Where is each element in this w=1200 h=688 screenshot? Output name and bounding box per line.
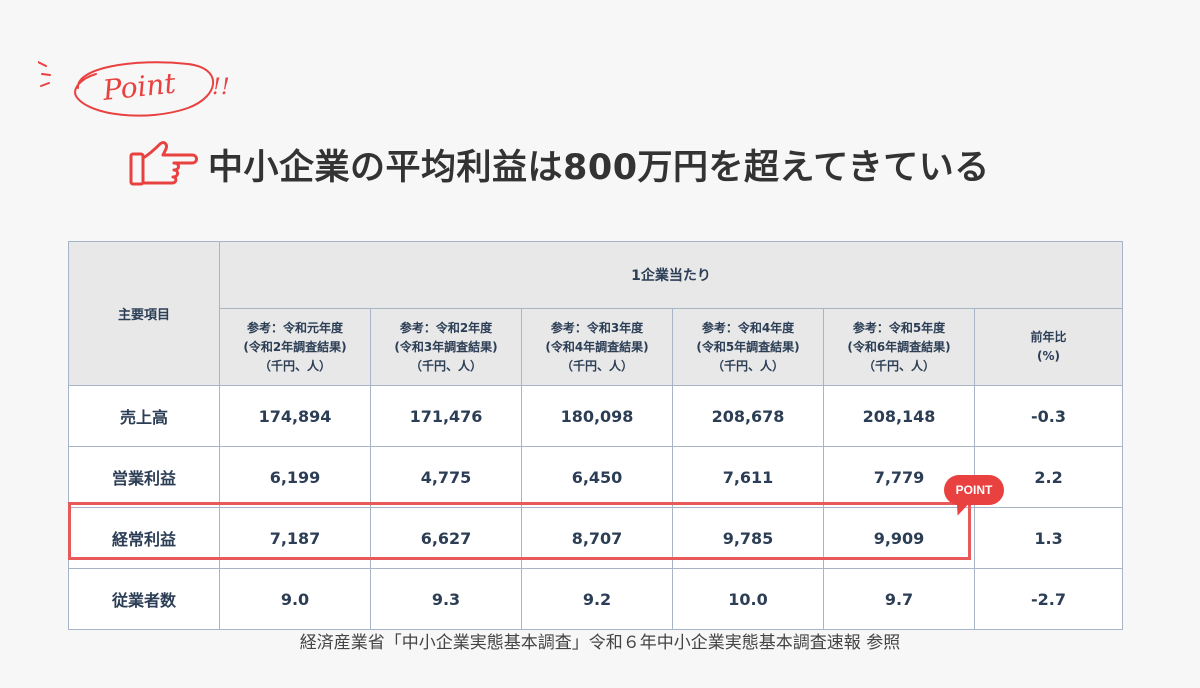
badge-text: Point bbox=[100, 66, 178, 107]
pointing-hand-icon bbox=[128, 138, 200, 190]
main-item-header: 主要項目 bbox=[68, 241, 220, 386]
table-cell: 7,187 bbox=[219, 507, 371, 569]
yoy-cell: 1.3 bbox=[973, 507, 1124, 569]
column-header: 参考：令和3年度 (令和4年調査結果) （千円、人） bbox=[521, 308, 673, 386]
table-cell: 208,678 bbox=[672, 385, 824, 447]
table-cell: 9,909 bbox=[823, 507, 975, 569]
row-label: 営業利益 bbox=[68, 446, 220, 508]
column-header: 参考：令和4年度 (令和5年調査結果) （千円、人） bbox=[672, 308, 824, 386]
table-cell: 6,627 bbox=[370, 507, 522, 569]
row-label: 従業者数 bbox=[68, 568, 220, 630]
table-cell: 8,707 bbox=[521, 507, 673, 569]
table-cell: 180,098 bbox=[521, 385, 673, 447]
table-row-operating-profit: 営業利益 6,199 4,775 6,450 7,611 7,779 2.2 bbox=[68, 446, 1124, 508]
table-cell: 6,450 bbox=[521, 446, 673, 508]
table-cell: 174,894 bbox=[219, 385, 371, 447]
table-cell: 4,775 bbox=[370, 446, 522, 508]
group-header: 1企業当たり bbox=[218, 241, 1124, 309]
table-cell: 10.0 bbox=[672, 568, 824, 630]
source-note: 経済産業省「中小企業実態基本調査」令和６年中小企業実態基本調査速報 参照 bbox=[299, 633, 901, 653]
table-cell: 6,199 bbox=[219, 446, 371, 508]
table-cell: 9.7 bbox=[823, 568, 975, 630]
table-cell: 7,611 bbox=[672, 446, 824, 508]
yoy-cell: -0.3 bbox=[973, 385, 1124, 447]
yoy-cell: -2.7 bbox=[973, 568, 1124, 630]
page-title: 中小企業の平均利益は800万円を超えてきている bbox=[208, 147, 990, 188]
badge-exclaim: !! bbox=[212, 75, 230, 100]
table-cell: 9.0 bbox=[219, 568, 371, 630]
point-badge: Point !! bbox=[37, 48, 238, 133]
table-row-sales: 売上高 174,894 171,476 180,098 208,678 208,… bbox=[68, 385, 1124, 447]
table-cell: 9,785 bbox=[672, 507, 824, 569]
title-row: 中小企業の平均利益は800万円を超えてきている bbox=[128, 136, 990, 192]
table-cell: 9.3 bbox=[370, 568, 522, 630]
column-header: 参考：令和5年度 (令和6年調査結果) （千円、人） bbox=[823, 308, 975, 386]
table-row-ordinary-profit: 経常利益 7,187 6,627 8,707 9,785 9,909 1.3 bbox=[68, 507, 1124, 569]
point-tag: POINT bbox=[944, 475, 1004, 505]
row-label: 売上高 bbox=[68, 385, 220, 447]
data-table: 主要項目 1企業当たり 参考：令和元年度 (令和2年調査結果) （千円、人） 参考：… bbox=[68, 241, 1124, 630]
table-row-employees: 従業者数 9.0 9.3 9.2 10.0 9.7 -2.7 bbox=[68, 568, 1124, 630]
row-label: 経常利益 bbox=[68, 507, 220, 569]
column-header: 参考：令和元年度 (令和2年調査結果) （千円、人） bbox=[219, 308, 371, 386]
yoy-header: 前年比 (%) bbox=[973, 308, 1124, 386]
point-tag-label: POINT bbox=[955, 483, 993, 497]
table-cell: 171,476 bbox=[370, 385, 522, 447]
table-cell: 9.2 bbox=[521, 568, 673, 630]
column-header: 参考：令和2年度 (令和3年調査結果) （千円、人） bbox=[370, 308, 522, 386]
table-cell: 208,148 bbox=[823, 385, 975, 447]
